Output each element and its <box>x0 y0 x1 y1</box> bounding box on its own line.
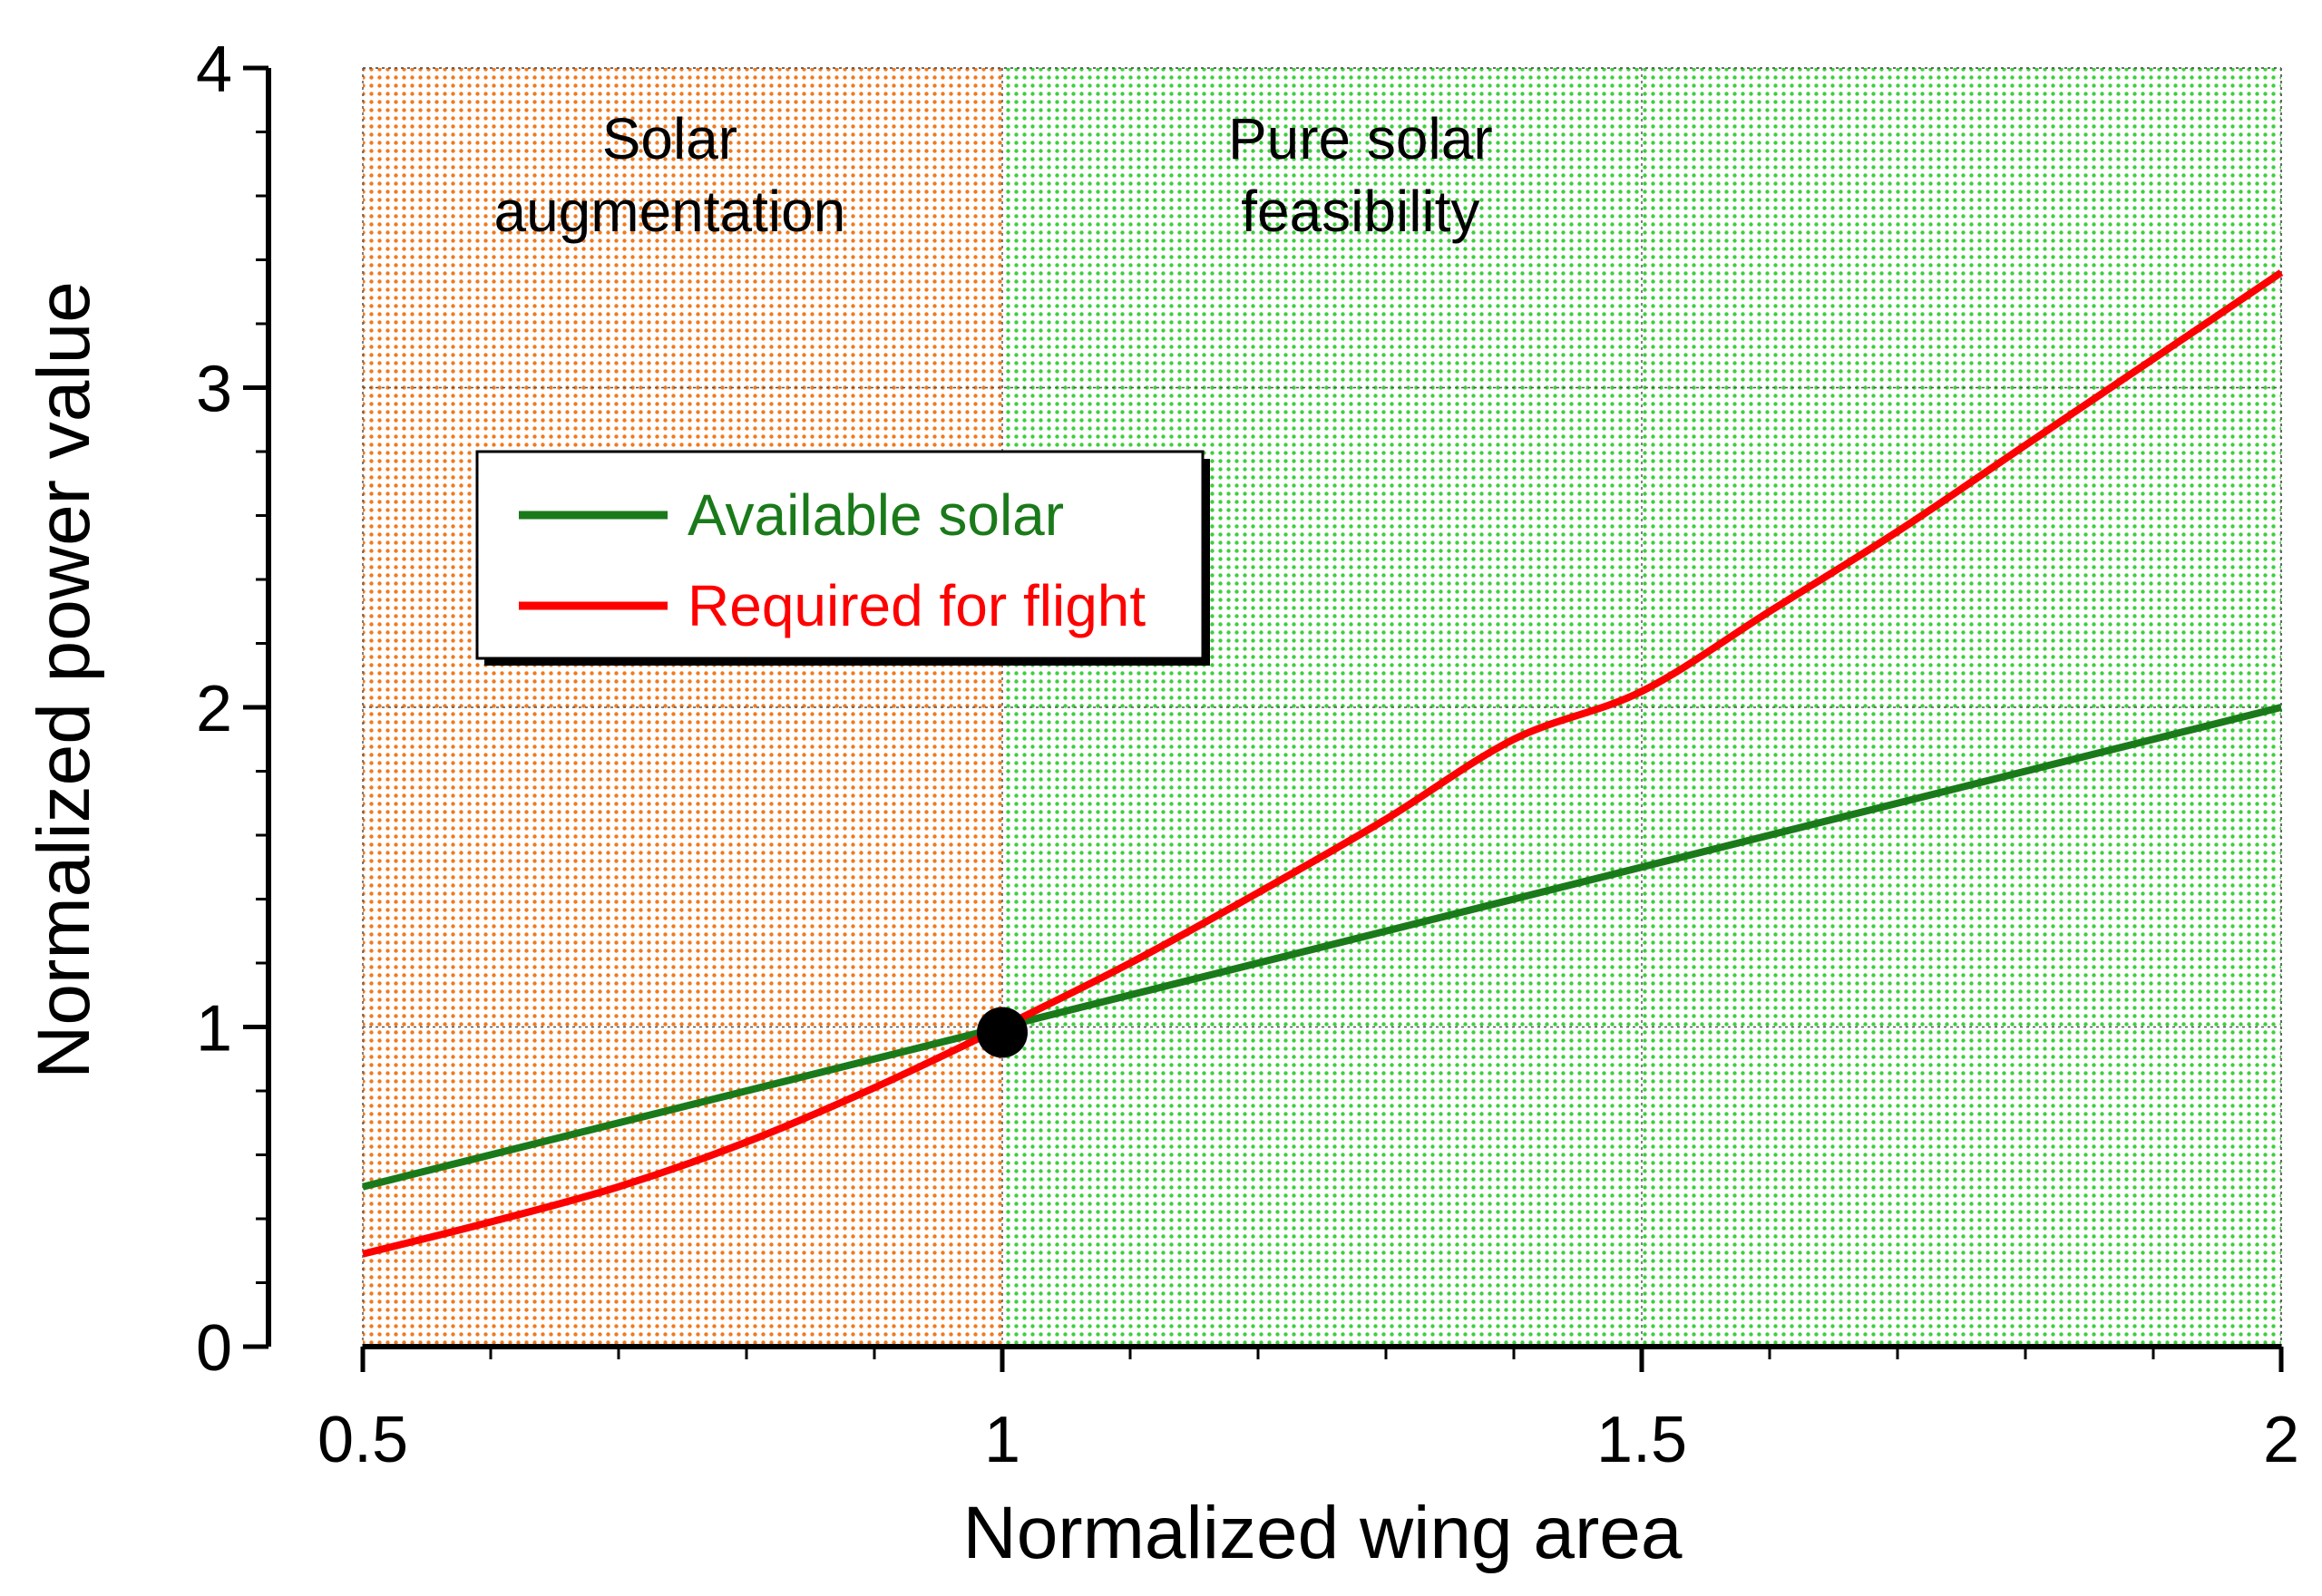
x-axis-label: Normalized wing area <box>962 1492 1682 1574</box>
legend: Available solar Required for flight <box>475 450 1210 666</box>
y-axis-label: Normalized power value <box>23 281 105 1079</box>
legend-label-required-for-flight: Required for flight <box>688 573 1146 638</box>
y-tick-label: 3 <box>196 354 232 426</box>
y-tick-label: 1 <box>196 993 232 1066</box>
intersection-point <box>977 1007 1028 1058</box>
series-line-available-solar <box>362 704 2282 1191</box>
x-tick-label: 2 <box>2263 1404 2299 1476</box>
legend-box <box>475 450 1205 660</box>
region-label-pure-solar-feasibility: Pure solar feasibility <box>1228 106 1493 244</box>
series-line-required-for-flight <box>362 269 2284 1258</box>
region-label-solar-augmentation: Solar augmentation <box>493 106 845 244</box>
region-label-line: Solar <box>602 106 737 171</box>
x-tick-label: 1 <box>984 1404 1020 1476</box>
y-tick-label: 0 <box>196 1312 232 1385</box>
x-tick-label: 1.5 <box>1596 1404 1687 1476</box>
axes-layer: 0 1 2 3 4 0.5 1 1.5 2 <box>196 34 2299 1476</box>
x-tick-label: 0.5 <box>317 1404 408 1476</box>
region-labels-layer: Solar augmentation Pure solar feasibility <box>493 106 1492 244</box>
y-tick-label: 2 <box>196 673 232 745</box>
region-label-line: augmentation <box>493 179 845 244</box>
y-tick-label: 4 <box>196 34 232 106</box>
region-label-line: Pure solar <box>1228 106 1493 171</box>
markers-layer <box>977 1007 1028 1058</box>
legend-label-available-solar: Available solar <box>688 482 1064 548</box>
series-layer <box>362 269 2284 1258</box>
region-label-line: feasibility <box>1241 179 1479 244</box>
